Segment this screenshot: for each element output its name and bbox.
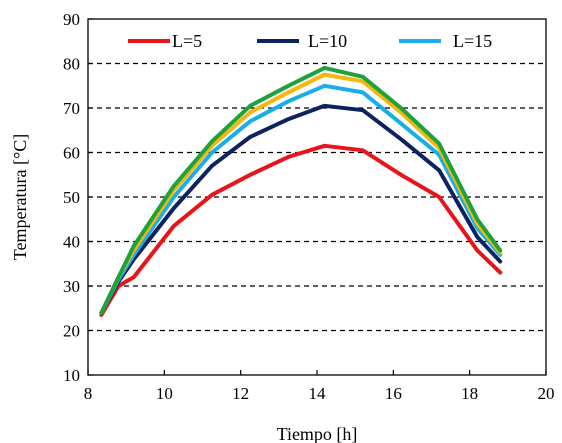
x-tick-label: 16 xyxy=(385,384,402,403)
y-tick-label: 80 xyxy=(63,55,80,74)
x-tick-label: 8 xyxy=(84,384,93,403)
y-tick-label: 70 xyxy=(63,99,80,118)
y-tick-label: 60 xyxy=(63,144,80,163)
y-tick-label: 20 xyxy=(63,322,80,341)
y-tick-label: 10 xyxy=(63,366,80,385)
x-axis-title: Tiempo [h] xyxy=(277,424,358,443)
legend-background xyxy=(389,30,503,52)
legend-label: L=10 xyxy=(308,31,347,51)
legend-label: L=5 xyxy=(172,31,202,51)
x-tick-label: 12 xyxy=(232,384,249,403)
series-lines xyxy=(99,65,503,317)
y-axis-title: Temperatura [°C] xyxy=(10,134,30,260)
legend: L=5 L=10 L=15 xyxy=(118,30,503,52)
x-tick-label: 18 xyxy=(461,384,478,403)
x-tick-label: 20 xyxy=(538,384,555,403)
y-tick-label: 40 xyxy=(63,233,80,252)
y-tick-label: 50 xyxy=(63,188,80,207)
y-tick-label: 90 xyxy=(63,10,80,29)
x-tick-label: 10 xyxy=(156,384,173,403)
legend-label: L=15 xyxy=(453,31,492,51)
series-line-1 xyxy=(99,143,503,317)
series-line-5 xyxy=(99,65,503,315)
y-tick-label: 30 xyxy=(63,277,80,296)
grid xyxy=(88,62,546,332)
legend-background xyxy=(247,30,358,52)
series-line-3 xyxy=(99,83,503,315)
series-line-2 xyxy=(99,103,503,315)
x-tick-label: 14 xyxy=(309,384,327,403)
series-line-4 xyxy=(99,72,503,315)
